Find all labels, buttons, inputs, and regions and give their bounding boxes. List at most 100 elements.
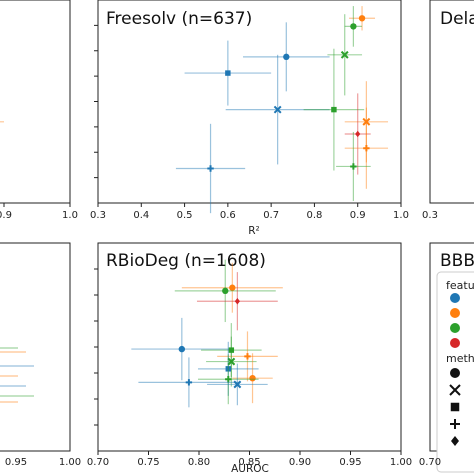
x-tick-label: 1.0 (393, 210, 409, 221)
marker-plus (225, 376, 232, 383)
error-bars (0, 347, 34, 403)
marker-square (228, 347, 235, 353)
y-ticks (94, 24, 98, 179)
data-point (131, 317, 233, 381)
marker-square (450, 402, 460, 412)
panel-bottom-left: 0.95 1.00 (0, 242, 81, 468)
marker-diamond (355, 130, 361, 138)
legend-feature-title: featu (446, 279, 474, 292)
panel-top-left: 0.9 1.0 (0, 0, 78, 221)
panel-title: Dela (440, 9, 474, 29)
marker-plus (244, 353, 251, 360)
marker-plus (185, 379, 193, 386)
data-point (184, 40, 272, 106)
marker-square (225, 366, 232, 372)
data-point (243, 22, 330, 92)
x-ticks: 0.70 0.75 0.80 0.85 0.90 0.95 1.00 (87, 451, 412, 468)
x-tick-label: 0.7 (263, 210, 279, 221)
data-point (175, 123, 246, 214)
marker-x (227, 357, 236, 366)
data-point (206, 336, 257, 387)
marker-circle (249, 375, 256, 382)
panel-frame (97, 0, 402, 204)
x-tick-label: 0.85 (238, 457, 260, 468)
data-point (344, 107, 389, 189)
legend: featu meth (436, 271, 474, 473)
x-tick-label: 0.80 (188, 457, 210, 468)
marker-x (233, 380, 242, 389)
marker-diamond (234, 298, 240, 305)
panel-frame (97, 242, 402, 452)
x-ticks: 0.3 0.4 0.5 0.6 0.7 0.8 0.9 1.0 (90, 203, 409, 221)
data-point (217, 331, 278, 382)
data-point (201, 323, 262, 378)
x-tick-label: 1.00 (59, 457, 81, 468)
legend-color-swatch (450, 323, 460, 333)
x-tick-label: 0.9 (0, 210, 12, 221)
marker-square (331, 106, 337, 113)
x-tick-label: 0.90 (289, 457, 311, 468)
data-point (349, 6, 376, 31)
legend-color-swatch (450, 308, 460, 318)
legend-feature-entries (450, 293, 460, 348)
legend-method-title: meth (446, 352, 474, 365)
panel-title: RBioDeg (n=1608) (106, 251, 266, 271)
y-ticks (94, 268, 98, 426)
marker-circle (450, 368, 460, 378)
marker-plus (207, 165, 214, 172)
data-point (232, 353, 273, 404)
panel-frame (0, 242, 71, 452)
marker-x (449, 384, 461, 396)
x-tick-label: 0.5 (177, 210, 193, 221)
data-point (174, 259, 276, 323)
panel-freesolv: Freesolv (n=637) 0.3 0.4 0.5 0.6 0.7 0.8 0.9 1.… (90, 0, 409, 237)
data-point (344, 93, 371, 175)
x-tick-label: 0.8 (306, 210, 322, 221)
marker-plus (350, 163, 357, 170)
data-point (181, 262, 283, 313)
panel-title: Freesolv (n=637) (106, 9, 252, 29)
data-point (197, 354, 259, 405)
x-tick-label: 0.95 (339, 457, 361, 468)
marker-circle (178, 345, 186, 353)
marker-square (225, 70, 231, 76)
x-axis-label: AUROC (231, 463, 269, 474)
marker-x (340, 50, 349, 59)
x-tick-label: 0.75 (137, 457, 159, 468)
data-point (196, 272, 278, 331)
marker-circle (283, 53, 290, 61)
panel-rbiodeg: RBioDeg (n=1608) 0.70 0.75 0.80 0.85 0.90 0.9… (87, 242, 412, 474)
data-points (131, 259, 283, 408)
data-point (327, 14, 363, 96)
x-tick-label: 0.70 (87, 457, 109, 468)
x-tick-label: 0.4 (133, 210, 149, 221)
marker-circle (229, 284, 236, 291)
legend-color-swatch (450, 293, 460, 303)
data-point (197, 341, 259, 396)
legend-method-entries (449, 368, 461, 446)
marker-circle (350, 23, 357, 30)
marker-circle (222, 287, 229, 295)
data-point (303, 48, 365, 171)
x-axis-label: R² (248, 225, 260, 237)
data-point (0, 121, 4, 123)
panel-frame (0, 0, 71, 204)
x-tick-label: 0.9 (350, 210, 366, 221)
data-point (225, 54, 330, 165)
data-points (0, 121, 4, 123)
panel-top-right: Dela 0.3 (422, 0, 474, 221)
x-tick-label: 0.6 (220, 210, 236, 221)
data-points (175, 6, 389, 214)
x-tick-label: 0.95 (5, 457, 27, 468)
marker-plus (363, 144, 370, 152)
x-ticks: 0.9 1.0 (0, 203, 78, 221)
data-point (207, 363, 268, 406)
data-point (336, 131, 371, 201)
panel-bbbi: BBBI featu meth 0.70 (419, 242, 474, 473)
marker-x (362, 117, 371, 126)
legend-color-swatch (450, 338, 460, 348)
marker-diamond (451, 436, 459, 446)
x-tick-label: 0.70 (419, 457, 441, 468)
marker-circle (358, 15, 366, 22)
data-point (344, 6, 363, 47)
